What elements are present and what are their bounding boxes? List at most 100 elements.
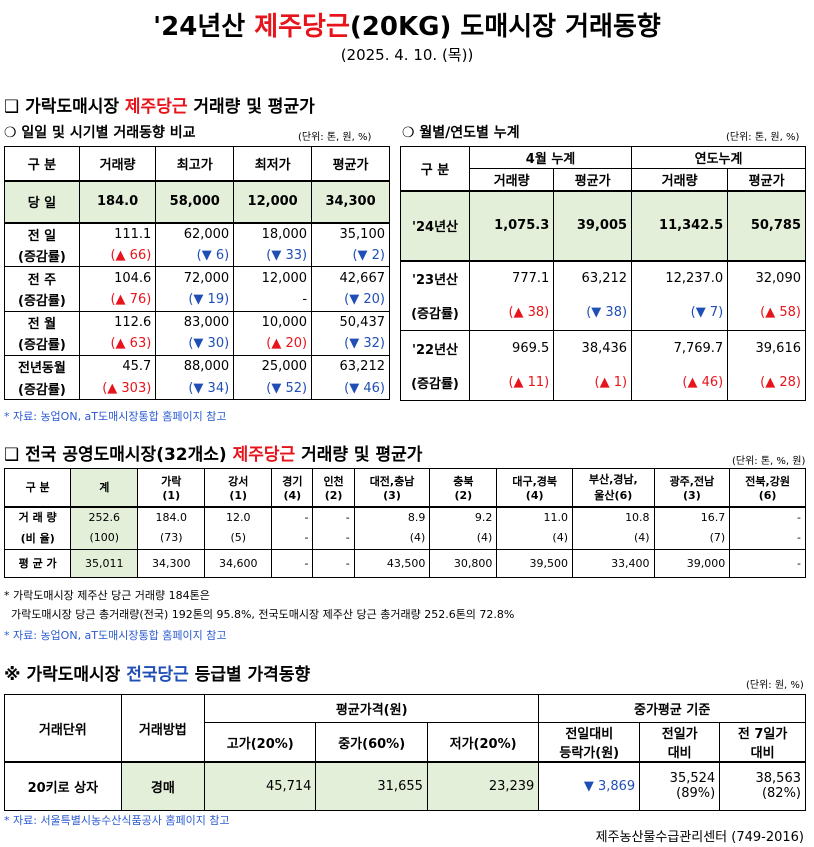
market-header: 강서 (1)	[204, 467, 273, 508]
value-cell: 112.6	[78, 310, 157, 334]
change-cell: ▼ 3,869	[538, 761, 641, 811]
monthly-table: 구 분 4월 누계 연도누계 거래량 평균가 거래량 평균가 '24년산 1,0…	[400, 146, 806, 401]
value-cell: 12,000	[233, 266, 313, 290]
change-cell: (▼ 52)	[233, 377, 313, 401]
footnote: * 가락도매시장 제주산 당근 거래량 184톤은	[4, 589, 210, 602]
market-header: 부산,경남, 울산(6)	[572, 467, 655, 508]
value-cell: -	[271, 548, 314, 579]
value-cell: 7,769.7	[631, 330, 729, 366]
value-cell: 25,000	[233, 354, 313, 378]
value-cell: -	[312, 506, 355, 528]
row-label: 당 일	[4, 180, 80, 224]
row-label: 경매	[120, 761, 206, 811]
header-cell: 평균가	[553, 168, 633, 192]
change-cell: (▼ 46)	[311, 377, 390, 401]
value-cell: 83,000	[155, 310, 235, 334]
value-cell: -	[729, 548, 806, 579]
value-cell: 63,212	[553, 260, 633, 296]
market-header: 경기 (4)	[271, 467, 314, 508]
change-cell: (▼ 7)	[631, 295, 729, 331]
value-cell: 43,500	[353, 548, 431, 579]
row-label: (증감률)	[4, 333, 80, 356]
change-cell: (▲ 76)	[78, 289, 157, 312]
header-cell: 중가평균 기준	[538, 694, 806, 723]
value-cell: 34,300	[137, 548, 206, 579]
header-cell: 구 분	[3, 467, 72, 508]
market-header: 광주,전남 (3)	[653, 467, 731, 508]
value-cell: 104.6	[78, 266, 157, 290]
header-cell: 거래량	[468, 168, 555, 192]
row-label: (증감률)	[400, 365, 470, 401]
row-label: 전 일	[4, 222, 80, 245]
section-national-title: ❑ 전국 공영도매시장(32개소) 제주당근 거래량 및 평균가	[4, 445, 423, 465]
row-label: 평 균 가	[3, 548, 72, 579]
national-table: 구 분 계 가락 (1) 강서 (1) 경기 (4) 인천 (2) 대전,충남 (3) 충…	[3, 467, 806, 579]
value-cell: -	[729, 527, 806, 550]
change-cell: (▲ 303)	[78, 377, 157, 401]
value-cell: (5)	[204, 527, 273, 550]
row-label: (증감률)	[4, 289, 80, 312]
header-cell: 전일대비 등락가(원)	[538, 722, 641, 763]
value-cell: 184.0	[78, 180, 157, 224]
page-title: '24년산 제주당근(20KG) 도매시장 거래동향	[153, 12, 661, 42]
header-cell: 전일가 대비	[639, 722, 721, 763]
value-cell: 39,000	[653, 548, 731, 579]
change-cell: (▼ 33)	[233, 244, 313, 268]
daily-title: ❍ 일일 및 시기별 거래동향 비교	[4, 125, 196, 141]
change-cell: (▼ 20)	[311, 289, 390, 312]
value-cell: (4)	[572, 527, 655, 550]
value-cell: 969.5	[468, 330, 555, 366]
value-cell: 39,616	[727, 330, 806, 366]
header-cell: 평균가	[727, 168, 806, 192]
footer-org: 제주농산물수급관리센터 (749-2016)	[595, 830, 804, 845]
market-header: 인천 (2)	[312, 467, 355, 508]
report-date: (2025. 4. 10. (목))	[340, 46, 474, 64]
value-cell: (4)	[496, 527, 573, 550]
value-cell: 35,011	[70, 548, 139, 579]
section-garak-title: ❑ 가락도매시장 제주당근 거래량 및 평균가	[4, 97, 315, 117]
value-cell: 23,239	[426, 761, 540, 811]
value-cell: 111.1	[78, 222, 157, 245]
row-label: 거 래 량	[3, 506, 72, 528]
value-cell: 34,600	[204, 548, 273, 579]
header-cell: 거래량	[631, 168, 729, 192]
value-cell: (7)	[653, 527, 731, 550]
row-label: (증감률)	[400, 295, 470, 331]
value-cell: 16.7	[653, 506, 731, 528]
value-cell: 31,655	[315, 761, 428, 811]
change-cell: (▲ 11)	[468, 365, 555, 401]
value-cell: 50,785	[727, 190, 806, 262]
header-cell: 중가(60%)	[315, 722, 428, 763]
value-cell: 45.7	[78, 354, 157, 378]
value-cell: 45,714	[204, 761, 317, 811]
monthly-title: ❍ 월별/연도별 누계	[402, 125, 520, 141]
header-cell: 고가(20%)	[204, 722, 317, 763]
change-cell: (▲ 20)	[233, 333, 313, 356]
value-cell: 62,000	[155, 222, 235, 245]
header-cell: 구 분	[4, 145, 80, 182]
value-cell: 10,000	[233, 310, 313, 334]
header-cell: 평균가격(원)	[204, 694, 540, 723]
change-cell: (▼ 2)	[311, 244, 390, 268]
change-cell: (▼ 34)	[155, 377, 235, 401]
value-cell: 35,100	[311, 222, 390, 245]
value-cell: 12.0	[204, 506, 273, 528]
change-cell: (▲ 1)	[553, 365, 633, 401]
change-cell: (▲ 46)	[631, 365, 729, 401]
value-cell: -	[271, 527, 314, 550]
change-cell: -	[233, 289, 313, 312]
change-cell: (▲ 58)	[727, 295, 806, 331]
daily-unit: (단위: 톤, 원, %)	[298, 132, 372, 143]
header-cell: 최저가	[233, 145, 313, 182]
source-note: * 자료: 농업ON, aT도매시장통합 홈페이지 참고	[4, 629, 227, 642]
row-label: '23년산	[400, 260, 470, 296]
value-cell: (100)	[70, 527, 139, 550]
change-cell: (▲ 66)	[78, 244, 157, 268]
change-cell: (▲ 63)	[78, 333, 157, 356]
change-cell: (▼ 19)	[155, 289, 235, 312]
value-cell: 50,437	[311, 310, 390, 334]
value-cell: 39,005	[553, 190, 633, 262]
value-cell: 33,400	[572, 548, 655, 579]
row-label: (증감률)	[4, 377, 80, 401]
grade-unit: (단위: 원, %)	[746, 680, 804, 691]
